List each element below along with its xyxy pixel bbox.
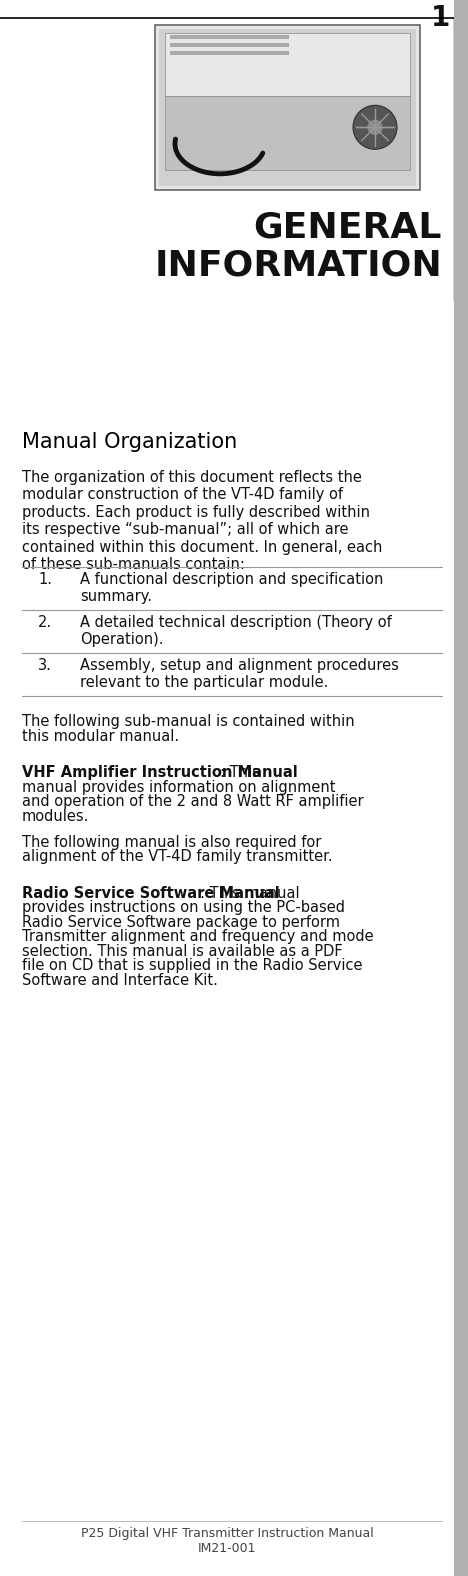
Text: 1.: 1.	[38, 572, 52, 586]
Bar	[170, 50, 289, 55]
Text: Radio Service Software Manual: Radio Service Software Manual	[22, 886, 280, 900]
Text: P25 Digital VHF Transmitter Instruction Manual: P25 Digital VHF Transmitter Instruction …	[80, 1527, 373, 1540]
Bar	[165, 96, 410, 170]
Text: IM21-001: IM21-001	[198, 1541, 256, 1556]
Text: 1: 1	[431, 5, 450, 32]
Text: 3.: 3.	[38, 659, 52, 673]
Text: A functional description and specification
summary.: A functional description and specificati…	[80, 572, 383, 605]
Text: this modular manual.: this modular manual.	[22, 728, 179, 744]
Text: The following sub-manual is contained within: The following sub-manual is contained wi…	[22, 714, 355, 730]
Text: Transmitter alignment and frequency and mode: Transmitter alignment and frequency and …	[22, 928, 373, 944]
Text: Assembly, setup and alignment procedures
relevant to the particular module.: Assembly, setup and alignment procedures…	[80, 659, 399, 690]
Text: A detailed technical description (Theory of
Operation).: A detailed technical description (Theory…	[80, 615, 392, 648]
Bar	[170, 43, 289, 47]
Text: and operation of the 2 and 8 Watt RF amplifier: and operation of the 2 and 8 Watt RF amp…	[22, 794, 364, 808]
Bar	[454, 0, 468, 1576]
Text: The following manual is also required for: The following manual is also required fo…	[22, 835, 322, 849]
Text: : This: : This	[220, 764, 260, 780]
Text: 2.: 2.	[38, 615, 52, 630]
Circle shape	[367, 120, 383, 136]
Text: file on CD that is supplied in the Radio Service: file on CD that is supplied in the Radio…	[22, 958, 363, 972]
Text: provides instructions on using the PC-based: provides instructions on using the PC-ba…	[22, 900, 345, 916]
Bar	[170, 35, 289, 39]
Text: The organization of this document reflects the
modular construction of the VT-4D: The organization of this document reflec…	[22, 470, 382, 572]
Text: VHF Amplifier Instruction Manual: VHF Amplifier Instruction Manual	[22, 764, 298, 780]
Text: Manual Organization: Manual Organization	[22, 432, 237, 452]
Text: alignment of the VT-4D family transmitter.: alignment of the VT-4D family transmitte…	[22, 849, 333, 864]
Bar	[155, 25, 420, 191]
Bar	[159, 28, 416, 186]
Text: : This manual: : This manual	[200, 886, 300, 900]
Text: modules.: modules.	[22, 808, 89, 824]
Bar	[165, 33, 410, 96]
Text: INFORMATION: INFORMATION	[154, 247, 442, 282]
Circle shape	[353, 106, 397, 150]
Text: GENERAL: GENERAL	[254, 210, 442, 244]
Text: Radio Service Software package to perform: Radio Service Software package to perfor…	[22, 914, 340, 930]
Text: selection. This manual is available as a PDF: selection. This manual is available as a…	[22, 944, 343, 958]
Text: Software and Interface Kit.: Software and Interface Kit.	[22, 972, 218, 988]
Text: manual provides information on alignment: manual provides information on alignment	[22, 780, 336, 794]
